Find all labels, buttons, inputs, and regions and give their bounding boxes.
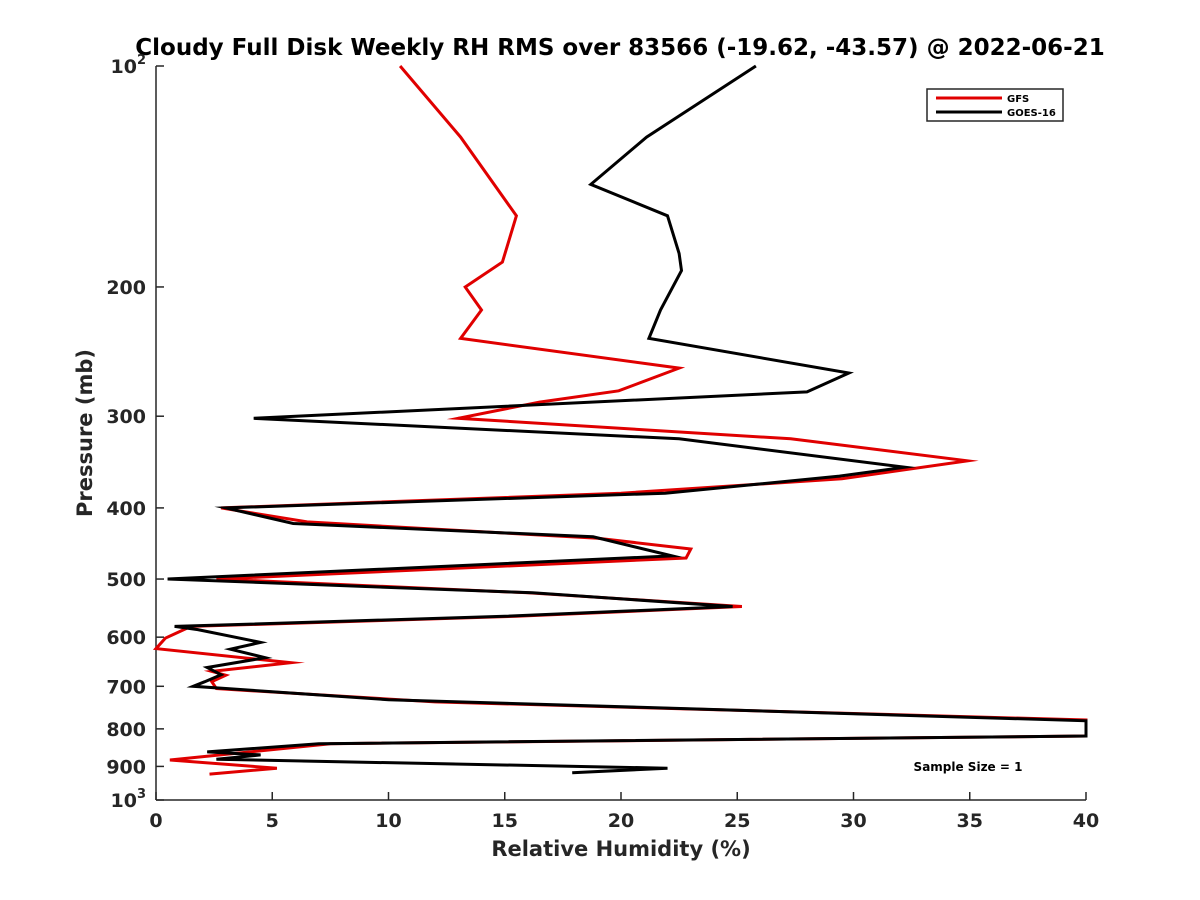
y-tick-label: 500 [106,569,146,591]
x-axis-label: Relative Humidity (%) [491,837,750,861]
x-tick-label: 10 [375,810,401,832]
x-tick-label: 25 [724,810,750,832]
y-tick-label: 300 [106,406,146,428]
x-tick-label: 0 [149,810,162,832]
x-tick-label: 15 [492,810,518,832]
x-tick-label: 5 [266,810,279,832]
series-line-goes-16 [167,64,1088,775]
y-tick-label: 900 [106,756,146,778]
x-tick-label: 35 [957,810,983,832]
legend-box [926,88,1064,122]
y-tick-label: 800 [106,719,146,741]
y-axis-label: Pressure (mb) [73,349,97,517]
sample-size-annotation: Sample Size = 1 [914,760,1023,774]
legend: GFS GOES-16 [926,88,1064,122]
x-tick-label: 30 [840,810,866,832]
series-layer [152,64,1088,776]
chart-title: Cloudy Full Disk Weekly RH RMS over 8356… [135,35,1104,61]
y-tick-label: 600 [106,627,146,649]
plot-frame [155,66,1086,801]
y-tick-label: 700 [106,676,146,698]
tick-layer: 0 5 10 15 20 25 30 35 40 102 200 300 400 500 600 700 800… [106,53,1099,832]
legend-label: GFS [1007,94,1029,105]
legend-label: GOES-16 [1007,108,1056,119]
y-tick-label: 400 [106,498,146,520]
y-tick-label: 200 [106,277,146,299]
y-tick-label: 103 [111,787,147,812]
x-tick-label: 20 [608,810,634,832]
x-tick-label: 40 [1073,810,1099,832]
y-tick-label: 102 [111,53,147,78]
